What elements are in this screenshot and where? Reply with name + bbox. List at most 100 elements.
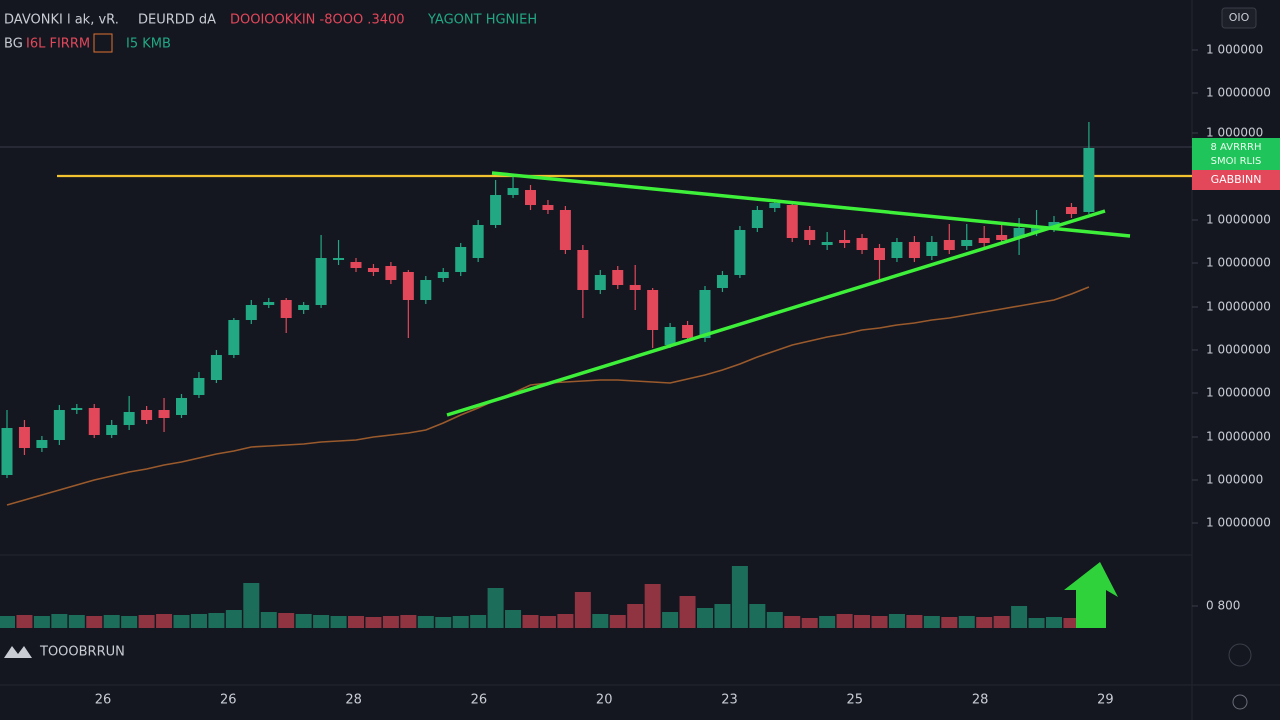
volume-bar (295, 614, 312, 628)
y-tick-label: 1 0000000 (1206, 516, 1271, 530)
x-tick-label: 26 (95, 693, 112, 708)
candle-body (437, 272, 449, 278)
candle-body (472, 225, 484, 258)
candle-body (71, 408, 83, 410)
y-tick-label: 1 0000000 (1206, 386, 1271, 400)
volume-bar (644, 584, 661, 628)
volume-bar (976, 617, 993, 628)
candle-body (176, 398, 187, 415)
badge-green-line2: SMOI RLIS (1211, 156, 1262, 167)
row2-green: I5 KMB (126, 37, 171, 52)
y-tick-label: 1 000000 (1206, 43, 1263, 57)
volume-bar (487, 588, 504, 628)
candle-body (525, 190, 536, 205)
candle-body (210, 355, 222, 380)
candle-body (664, 327, 676, 345)
volume-bar (609, 615, 626, 628)
volume-bar (278, 613, 295, 628)
reset-icon[interactable] (1232, 694, 1248, 710)
volume-bar (382, 616, 399, 628)
volume-bar (470, 615, 487, 628)
candle-body (943, 240, 955, 250)
volume-bar (714, 604, 731, 628)
candle-body (961, 240, 973, 246)
candle-body (1013, 228, 1025, 238)
x-tick-label: 20 (596, 693, 613, 708)
volume-bar (452, 616, 469, 628)
candle-body (158, 410, 170, 418)
candle-body (839, 240, 851, 243)
candle-body (280, 300, 292, 318)
volume-bar (138, 615, 155, 628)
candle-body (926, 242, 938, 256)
y-tick-label: 1 000000 (1206, 473, 1263, 487)
settings-icon[interactable] (1228, 643, 1252, 667)
trendline-lower (446, 209, 1106, 417)
candle-body (856, 238, 868, 250)
x-tick-label: 23 (721, 693, 738, 708)
price-badge-red (1192, 170, 1280, 190)
indicator-box[interactable] (93, 33, 113, 53)
candle-body (978, 238, 990, 243)
corner-button[interactable] (1221, 7, 1257, 29)
candle-body (804, 230, 816, 240)
candle-body (402, 272, 414, 300)
volume-bar (923, 616, 940, 628)
volume-bar (417, 616, 434, 628)
x-tick-label: 28 (972, 693, 989, 708)
candle-body (542, 205, 554, 210)
volume-bar (225, 610, 242, 628)
volume-bar (993, 616, 1010, 628)
volume-bar (103, 615, 120, 628)
volume-bar (243, 583, 260, 628)
badge-red: GABBINN (1211, 173, 1262, 186)
volume-bar (801, 618, 818, 628)
volume-bar (819, 616, 836, 628)
volume-bar (766, 612, 783, 628)
volume-bar (539, 616, 556, 628)
candle-body (106, 425, 118, 435)
volume-bar (1028, 618, 1045, 628)
x-tick-label: 26 (471, 693, 488, 708)
candle-body (455, 247, 467, 272)
candle-body (751, 210, 763, 228)
volume-bar (697, 608, 713, 628)
x-tick-label: 25 (847, 693, 864, 708)
volume-bar (51, 614, 68, 628)
volume-bar (86, 616, 103, 628)
candle-body (420, 280, 432, 300)
y-tick-label: 1 0000000 (1206, 86, 1271, 100)
candle-body (612, 270, 624, 285)
volume-bar (1011, 606, 1028, 628)
volume-bar (0, 616, 15, 628)
candle-body (577, 250, 589, 290)
y-tick-label: 1 0000000 (1206, 256, 1271, 270)
candle-body (1, 428, 13, 475)
volume-bar (662, 612, 679, 628)
row2-label: BG (4, 37, 23, 52)
candle-body (385, 266, 397, 280)
candle-body (367, 268, 379, 272)
volume-bar (1063, 618, 1080, 628)
volume-bar (557, 614, 574, 628)
volume-bar (260, 612, 277, 628)
candle-body (123, 412, 135, 425)
logo-icon (4, 646, 32, 658)
candle-body (559, 210, 571, 250)
candle-body (53, 410, 65, 440)
candle-body (141, 410, 153, 420)
volume-bar (888, 614, 905, 628)
volume-bar (627, 604, 644, 628)
volume-bar (190, 614, 207, 628)
volume-bar (33, 616, 50, 628)
candle-body (699, 290, 711, 338)
volume-bar (522, 615, 539, 628)
logo-text: TOOOBRRUN (39, 645, 125, 660)
candle-body (891, 242, 903, 258)
volume-bar (121, 616, 138, 628)
volume-bar (330, 616, 347, 628)
volume-bar (871, 616, 888, 628)
candle-body (1031, 228, 1043, 232)
x-tick-label: 26 (220, 693, 237, 708)
candle-body (874, 248, 885, 260)
